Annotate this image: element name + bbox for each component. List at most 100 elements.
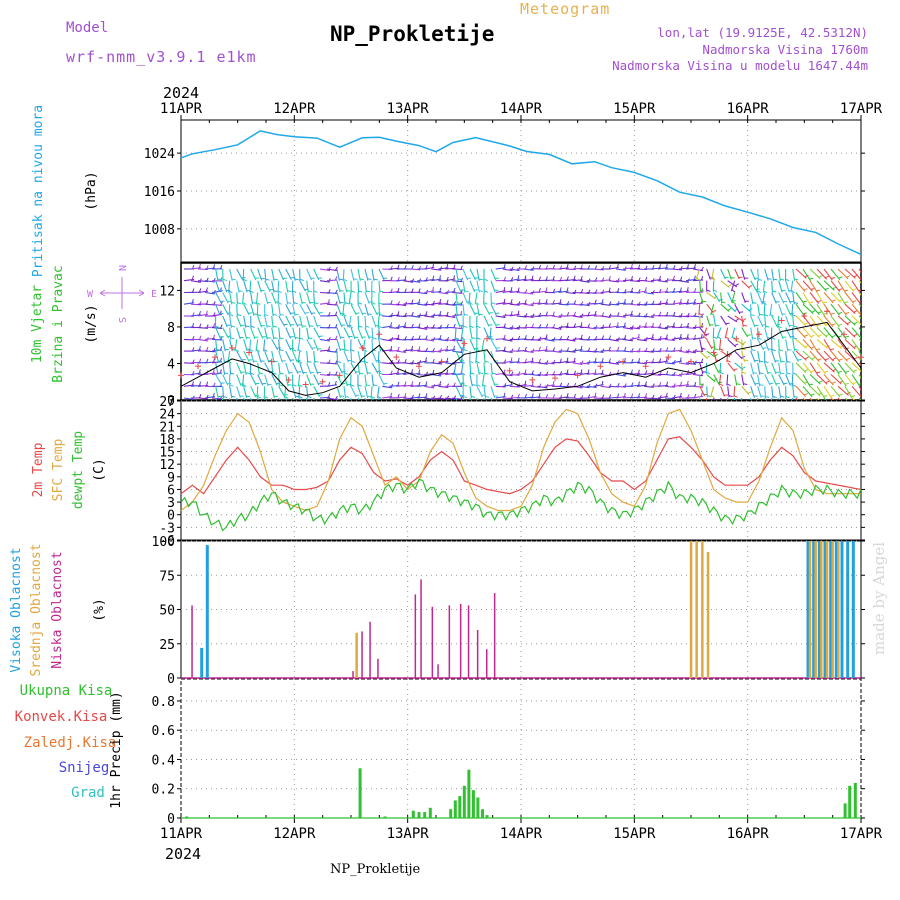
wind-barb xyxy=(257,397,259,400)
date-tick-bottom: 11APR xyxy=(160,826,203,842)
wind-barb xyxy=(710,386,715,398)
wind-barb xyxy=(530,373,541,377)
wind-barb xyxy=(424,266,435,270)
low-cloud-ylabel: Niska Oblacnost xyxy=(50,551,65,668)
wind-barb-tick xyxy=(298,406,302,407)
wind-barb-tick xyxy=(531,357,534,362)
wind-barb xyxy=(469,280,476,293)
wind-barb-tick xyxy=(630,369,633,374)
wind-barb xyxy=(593,372,604,376)
wind-barb xyxy=(622,350,634,353)
wind-barb xyxy=(364,268,369,281)
wind-barb xyxy=(502,302,513,305)
wind-barb xyxy=(629,384,640,387)
wind-barb xyxy=(257,362,260,375)
wind-barb xyxy=(678,290,689,294)
wind-barb xyxy=(685,302,696,305)
wind-barb-tick xyxy=(484,408,488,409)
wind-barb xyxy=(785,362,788,375)
wind-barb xyxy=(718,339,722,351)
wind-barb-tick xyxy=(503,276,506,281)
wind-barb xyxy=(502,327,513,330)
wind-barb xyxy=(844,374,855,386)
wind-barb-tick xyxy=(295,337,300,339)
wind-barb-tick xyxy=(759,384,764,386)
wind-barb-tick xyxy=(460,310,463,315)
wind-barb xyxy=(319,302,330,305)
wind-barb-tick xyxy=(307,290,313,293)
wind-barb xyxy=(837,397,841,400)
wind-barb xyxy=(844,350,856,362)
wind-barb-tick xyxy=(199,381,202,386)
wind-barb xyxy=(431,314,442,317)
wind-barb-tick xyxy=(608,323,611,328)
wind-barb xyxy=(726,374,729,386)
wind-barb xyxy=(306,397,308,400)
wind-gust-marker xyxy=(359,344,366,351)
wind-barb xyxy=(228,397,231,400)
wind-barb-tick xyxy=(838,393,843,396)
wind-barb xyxy=(271,292,277,304)
wind-barb xyxy=(698,304,701,316)
wind-barb xyxy=(357,386,363,398)
wind-barb xyxy=(455,315,461,328)
wind-barb xyxy=(764,327,769,340)
wind-barb-tick xyxy=(460,395,464,400)
wind-barb-tick xyxy=(580,369,583,374)
wind-barb xyxy=(771,362,777,375)
wind-ytick-label: 8 xyxy=(167,321,175,336)
wind-barb-tick xyxy=(469,360,474,364)
wind-barb-tick xyxy=(865,384,869,385)
wind-barb-tick xyxy=(787,348,792,351)
cloud-bar-0 xyxy=(806,541,810,678)
wind-barb-tick xyxy=(446,311,449,316)
cloud-bar-1 xyxy=(689,541,693,678)
wind-barb-tick xyxy=(566,263,569,269)
wind-barb xyxy=(636,303,647,306)
wind-barb xyxy=(481,339,485,352)
wind-barb xyxy=(502,268,513,272)
wind-barb-tick xyxy=(844,301,849,304)
wind-barb xyxy=(483,315,490,327)
wind-barb xyxy=(586,361,597,364)
wind-barb-tick xyxy=(617,288,620,293)
wind-barb-tick xyxy=(865,361,869,362)
wind-barb xyxy=(608,303,620,306)
wind-barb xyxy=(823,327,834,339)
wind-barb xyxy=(236,397,238,400)
wind-barb-tick xyxy=(680,346,683,351)
wind-barb-tick xyxy=(825,380,830,384)
wind-barb xyxy=(364,362,369,375)
wind-barb xyxy=(326,384,337,387)
wind-barb-tick xyxy=(580,334,583,339)
dewpt-ylabel: dewpt Temp xyxy=(71,431,86,509)
cloud-bar-2 xyxy=(493,593,496,678)
wind-barb-tick xyxy=(463,349,468,352)
wind-barb xyxy=(622,327,633,330)
wind-barb xyxy=(741,268,746,280)
wind-barb-tick xyxy=(453,287,456,292)
wind-barb xyxy=(483,327,490,339)
wind-barb-tick xyxy=(638,264,641,269)
wind-barb xyxy=(336,339,341,352)
wind-barb-tick xyxy=(292,349,297,352)
wind-barb-tick xyxy=(367,372,372,374)
wind-barb xyxy=(572,337,583,340)
date-tick-top: 14APR xyxy=(500,101,543,117)
wind-barb-tick xyxy=(803,288,808,291)
wind-barb xyxy=(263,339,266,352)
wind-barb-tick xyxy=(342,313,347,317)
wind-barb xyxy=(455,268,459,281)
wind-barb xyxy=(221,397,224,400)
wind-barb-tick xyxy=(644,322,647,327)
wind-barb-tick xyxy=(308,337,313,339)
wind-barb xyxy=(285,268,292,280)
wind-barb xyxy=(215,327,222,339)
wind-barb xyxy=(664,278,675,282)
wind-barb xyxy=(292,397,295,400)
precip-bar xyxy=(485,815,489,818)
wind-barb-tick xyxy=(370,395,376,399)
wind-barb-tick xyxy=(471,395,476,398)
wind-barb-tick xyxy=(191,381,194,386)
wind-barb xyxy=(823,315,834,328)
